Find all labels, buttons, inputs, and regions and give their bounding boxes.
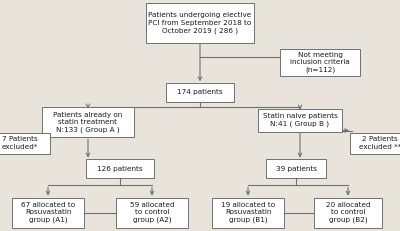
Text: 126 patients: 126 patients [97, 166, 143, 172]
Text: 59 allocated
to control
group (A2): 59 allocated to control group (A2) [130, 202, 174, 223]
Text: Patients already on
statin treatment
N:133 ( Group A ): Patients already on statin treatment N:1… [53, 112, 123, 133]
FancyBboxPatch shape [12, 198, 84, 228]
Text: 39 patients: 39 patients [276, 166, 316, 172]
FancyBboxPatch shape [280, 49, 360, 76]
Text: 2 Patients
excluded **: 2 Patients excluded ** [359, 137, 400, 150]
Text: 20 allocated
to control
group (B2): 20 allocated to control group (B2) [326, 202, 370, 223]
FancyBboxPatch shape [146, 3, 254, 43]
FancyBboxPatch shape [266, 159, 326, 178]
FancyBboxPatch shape [258, 109, 342, 132]
FancyBboxPatch shape [42, 107, 134, 137]
Text: Patients undergoing elective
PCI from September 2018 to
October 2019 ( 286 ): Patients undergoing elective PCI from Se… [148, 12, 252, 34]
FancyBboxPatch shape [0, 133, 50, 154]
Text: 19 allocated to
Rosuvastatin
group (B1): 19 allocated to Rosuvastatin group (B1) [221, 202, 275, 223]
FancyBboxPatch shape [116, 198, 188, 228]
FancyBboxPatch shape [314, 198, 382, 228]
FancyBboxPatch shape [212, 198, 284, 228]
Text: Not meeting
inclusion criteria
(n=112): Not meeting inclusion criteria (n=112) [290, 52, 350, 73]
Text: 174 patients: 174 patients [177, 89, 223, 95]
Text: 67 allocated to
Rosuvastatin
group (A1): 67 allocated to Rosuvastatin group (A1) [21, 202, 75, 223]
Text: Statin naive patients
N:41 ( Group B ): Statin naive patients N:41 ( Group B ) [262, 113, 338, 127]
FancyBboxPatch shape [350, 133, 400, 154]
Text: 7 Patients
excluded*: 7 Patients excluded* [2, 137, 38, 150]
FancyBboxPatch shape [86, 159, 154, 178]
FancyBboxPatch shape [166, 83, 234, 102]
